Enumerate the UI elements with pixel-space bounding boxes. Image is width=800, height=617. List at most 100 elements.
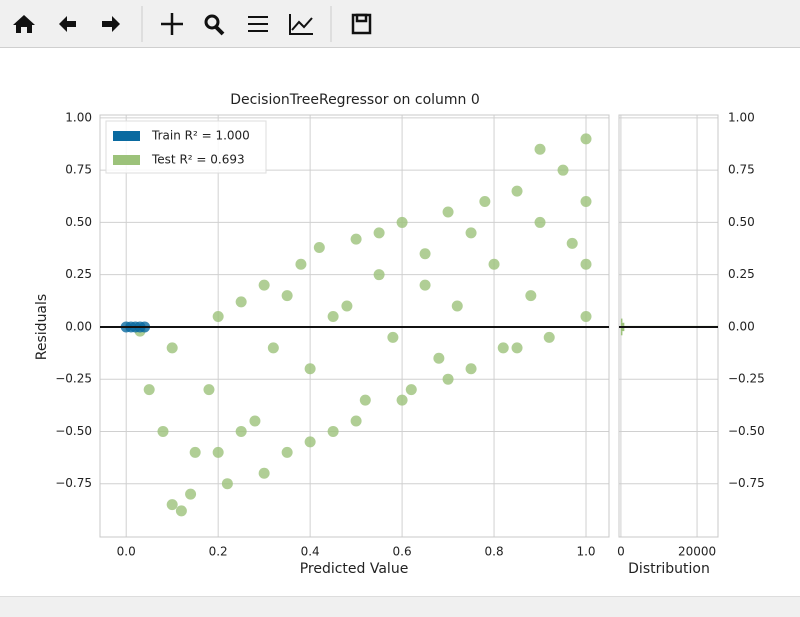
y-tick-label: −0.50 [55,424,92,438]
point [373,269,385,281]
y-tick-label: 0.25 [65,267,92,281]
point [249,415,261,427]
point [175,505,187,517]
point [534,216,546,228]
point [511,342,523,354]
y-tick-label: −0.25 [728,372,765,386]
legend-swatch [113,155,140,165]
point [419,279,431,291]
plot-area [120,133,592,517]
point [396,394,408,406]
status-bar [0,596,800,617]
point [258,467,270,479]
bar [620,318,623,323]
point [166,342,178,354]
point [185,488,197,500]
back-button[interactable] [59,16,76,32]
bar [620,322,625,326]
point [465,363,477,375]
home-button[interactable] [13,15,35,33]
bar [620,327,625,332]
point [235,425,247,437]
y-tick-label: −0.25 [55,372,92,386]
y-tick-label: 0.00 [65,319,92,333]
figure: DecisionTreeRegressor on column 0 Predic… [34,92,765,577]
y-tick-label: 0.50 [65,215,92,229]
y-tick-label: 0.75 [728,163,755,177]
point [479,196,491,208]
x-axis-label: Predicted Value [300,561,409,577]
axes-button[interactable] [289,14,313,35]
point [212,446,224,458]
point [350,233,362,245]
point [373,227,385,239]
point [327,310,339,322]
point [566,237,578,249]
point [451,300,463,312]
toolbar [0,0,800,48]
y-axis-label: Residuals [34,294,50,360]
point [511,185,523,197]
legend-label: Train R² = 1.000 [151,129,250,143]
point [235,296,247,308]
point [281,446,293,458]
point [157,425,169,437]
point [488,258,500,270]
bar [620,331,623,336]
point [341,300,353,312]
point [267,342,279,354]
x-tick-label: 0.4 [301,545,320,559]
point [304,436,316,448]
x-tick-label: 0.6 [393,545,412,559]
y-tick-label: 0.50 [728,215,755,229]
x-axis-label: Distribution [628,561,710,577]
point [258,279,270,291]
point [212,310,224,322]
point [580,133,592,145]
point [557,164,569,176]
point [281,290,293,302]
point [442,373,454,385]
point [525,290,537,302]
point [189,446,201,458]
point [419,248,431,260]
forward-button[interactable] [102,16,120,32]
x-tick-label: 0.2 [209,545,228,559]
x-tick-label: 20000 [678,545,716,559]
point [580,310,592,322]
configure-button[interactable] [248,16,268,32]
point [497,342,509,354]
x-tick-label: 0.8 [485,545,504,559]
point [405,384,417,396]
x-tick-label: 1.0 [576,545,595,559]
x-tick-label: 0.0 [117,545,136,559]
point [433,352,445,364]
y-tick-label: 0.25 [728,267,755,281]
point [350,415,362,427]
point [203,384,215,396]
legend-swatch [113,131,140,141]
legend-label: Test R² = 0.693 [151,153,245,167]
point [543,331,555,343]
point [387,331,399,343]
legend: Train R² = 1.000 Test R² = 0.693 [105,120,267,174]
chart-title: DecisionTreeRegressor on column 0 [230,92,480,108]
save-button[interactable] [351,13,372,35]
y-tick-label: 0.00 [728,319,755,333]
point [313,242,325,254]
y-tick-label: −0.75 [55,476,92,490]
pan-button[interactable] [161,13,183,35]
point [304,363,316,375]
point [396,216,408,228]
point [143,384,155,396]
y-tick-label: 1.00 [728,110,755,124]
toolbar-icons [13,6,372,42]
y-tick-label: 1.00 [65,110,92,124]
point [166,499,178,511]
x-tick-label: 0 [617,545,625,559]
point [359,394,371,406]
point [221,478,233,490]
zoom-button[interactable] [204,14,225,36]
